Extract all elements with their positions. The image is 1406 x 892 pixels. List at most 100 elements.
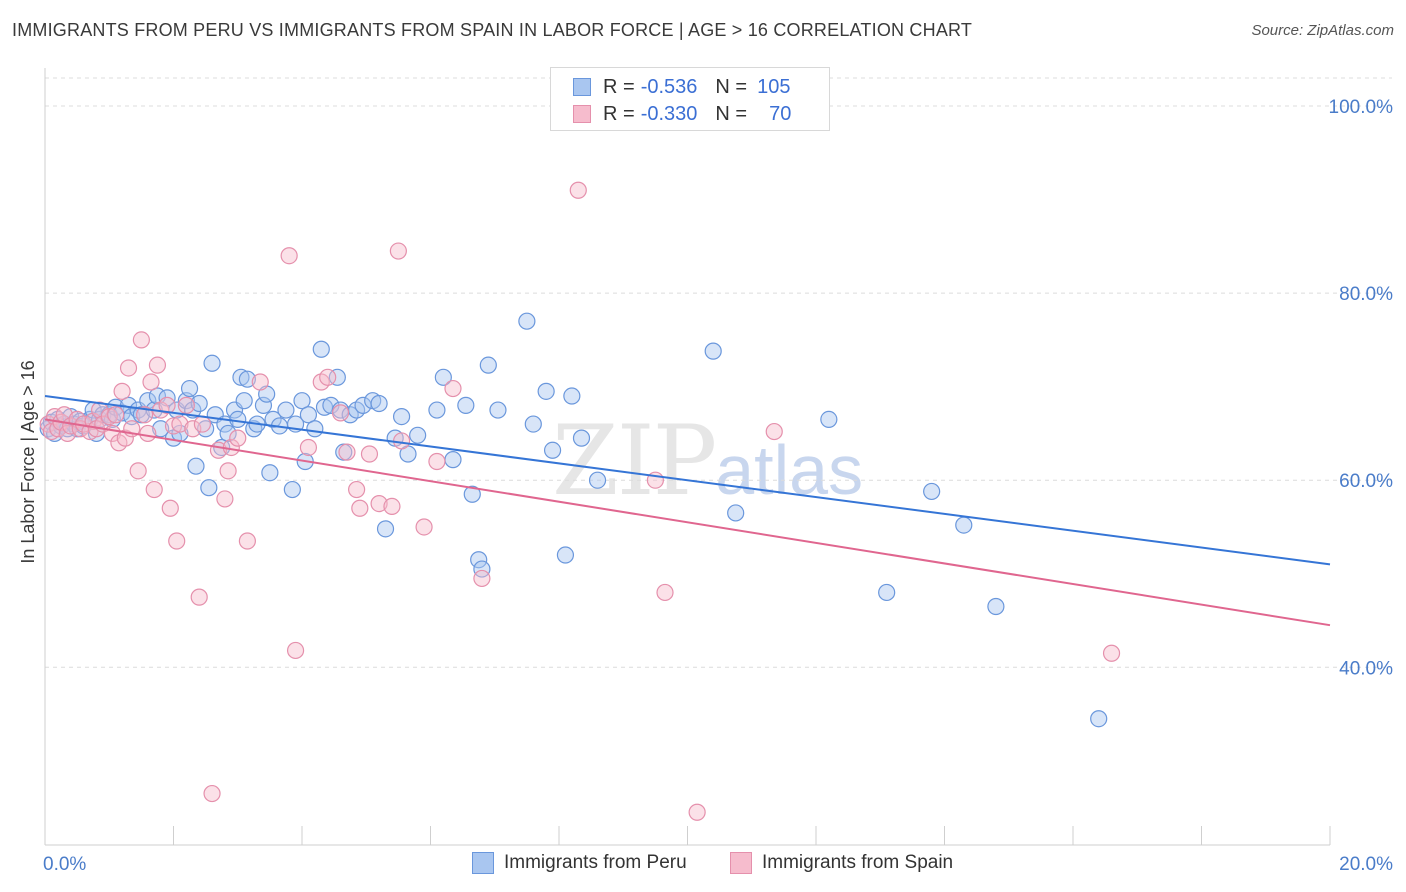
legend-row-peru: R = -0.536 N = 105	[573, 74, 790, 100]
peru-point	[370, 394, 388, 413]
spain-point	[286, 641, 305, 660]
spain-point	[139, 424, 157, 443]
series-peru-points	[39, 312, 1108, 728]
legend-n-value: 70	[769, 102, 792, 125]
peru-point	[489, 401, 507, 419]
peru-point	[152, 420, 170, 438]
spain-point	[132, 331, 150, 349]
spain-point	[331, 404, 350, 422]
watermark: ZIPatlas	[552, 405, 863, 517]
legend-r-label: R =	[603, 75, 635, 98]
peru-point	[187, 457, 205, 475]
spain-point	[116, 429, 134, 447]
spain-point	[219, 462, 237, 480]
peru-legend-label: Immigrants from Peru	[504, 852, 687, 873]
y-tick-label: 60.0%	[1339, 471, 1393, 492]
legend-row-spain: R = -0.330 N = 70	[573, 101, 791, 127]
peru-point	[463, 485, 481, 503]
peru-point	[238, 370, 256, 388]
spain-point	[164, 417, 183, 435]
tick-labels: 40.0% 60.0% 80.0% 100.0% 0.0% 20.0%	[43, 97, 1393, 875]
peru-point	[727, 504, 745, 522]
spain-point	[299, 438, 318, 457]
spain-point	[216, 490, 234, 508]
spain-point	[765, 422, 783, 441]
y-tick-label: 80.0%	[1339, 284, 1393, 305]
peru-point	[479, 356, 497, 374]
spain-point	[319, 368, 337, 386]
peru-point	[277, 401, 295, 419]
y-tick-label: 100.0%	[1329, 97, 1394, 118]
spain-point	[370, 494, 388, 513]
peru-point	[444, 451, 462, 469]
spain-point	[113, 382, 131, 400]
peru-point	[261, 464, 279, 482]
peru-point	[219, 424, 237, 443]
peru-point	[518, 312, 536, 330]
peru-point	[704, 342, 722, 360]
peru-point	[190, 394, 208, 413]
peru-legend-swatch	[472, 852, 494, 874]
peru-point	[923, 482, 941, 501]
spain-point	[145, 480, 163, 499]
legend-item-spain[interactable]: Immigrants from Spain	[730, 852, 953, 874]
legend-r-label: R =	[603, 102, 635, 125]
peru-point	[94, 406, 112, 424]
y-tick-label: 40.0%	[1339, 658, 1393, 679]
peru-point	[543, 441, 562, 459]
peru-point	[878, 583, 896, 602]
peru-point	[229, 410, 247, 429]
peru-swatch	[573, 78, 591, 96]
peru-point	[537, 382, 555, 400]
peru-trend-line	[44, 395, 1331, 566]
spain-point	[444, 379, 462, 398]
peru-point	[306, 420, 324, 438]
legend-n-value: 105	[757, 75, 791, 98]
legend-item-peru[interactable]: Immigrants from Peru	[472, 852, 687, 874]
spain-point	[161, 499, 179, 517]
spain-point	[351, 499, 369, 517]
spain-point	[107, 406, 125, 424]
peru-point	[588, 471, 607, 489]
watermark-atlas: atlas	[715, 431, 864, 509]
peru-point	[299, 406, 318, 424]
legend-r-value: -0.330	[640, 102, 698, 125]
spain-legend-label: Immigrants from Spain	[762, 852, 954, 873]
legend-r-value: -0.536	[640, 75, 698, 98]
spain-point	[229, 429, 247, 447]
spain-legend-swatch	[730, 852, 752, 874]
peru-point	[392, 408, 411, 426]
correlation-legend: R = -0.536 N = 105 R = -0.330 N = 70	[550, 67, 830, 131]
peru-point	[955, 516, 973, 534]
spain-point	[251, 373, 269, 391]
x-tick-label: 0.0%	[43, 854, 86, 875]
peru-point	[1090, 710, 1108, 728]
spain-point	[238, 532, 256, 550]
legend-n-label: N =	[715, 102, 748, 125]
peru-point	[293, 392, 311, 410]
spain-point	[171, 415, 189, 433]
spain-point	[389, 242, 407, 260]
spain-point	[383, 497, 401, 515]
spain-point	[135, 406, 154, 424]
spain-point	[203, 784, 221, 803]
peru-point	[203, 354, 221, 372]
x-tick-label: 20.0%	[1339, 854, 1393, 875]
peru-point	[572, 429, 591, 447]
spain-point	[338, 443, 356, 461]
peru-point	[556, 546, 575, 564]
peru-point	[254, 396, 273, 414]
spain-point	[348, 480, 366, 499]
series-spain-points	[39, 181, 1121, 821]
series-legend: Immigrants from Peru Immigrants from Spa…	[0, 852, 1406, 878]
axes	[44, 68, 1331, 846]
spain-point	[148, 356, 167, 374]
peru-point	[524, 415, 542, 433]
peru-point	[328, 368, 346, 386]
spain-swatch	[573, 105, 591, 123]
spain-point	[168, 532, 186, 550]
peru-point	[283, 480, 301, 499]
spain-point	[688, 803, 706, 821]
spain-point	[177, 396, 195, 414]
spain-point	[360, 445, 379, 463]
